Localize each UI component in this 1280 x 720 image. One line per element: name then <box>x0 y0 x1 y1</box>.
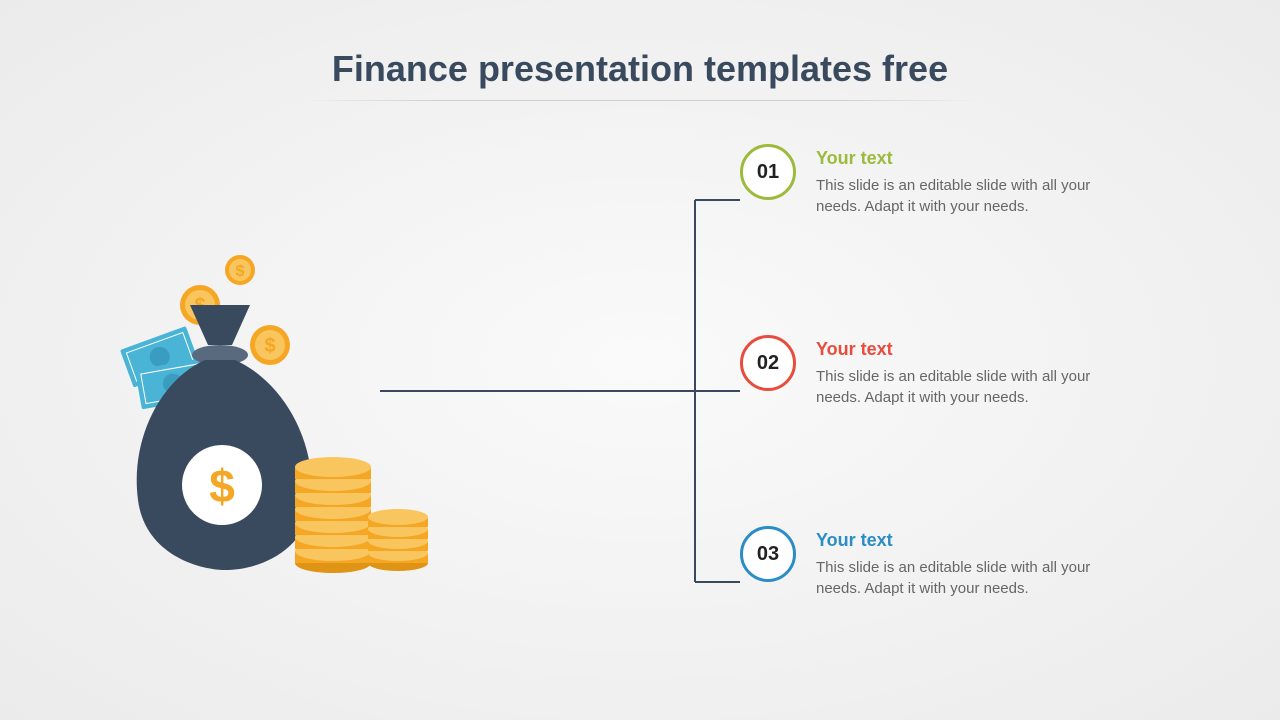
item-heading: Your text <box>816 530 1136 551</box>
item-body: This slide is an editable slide with all… <box>816 175 1136 217</box>
item-heading: Your text <box>816 339 1136 360</box>
list-item-3: 03 Your text This slide is an editable s… <box>740 526 1136 599</box>
item-heading: Your text <box>816 148 1136 169</box>
svg-text:$: $ <box>236 263 245 280</box>
svg-text:$: $ <box>264 335 275 357</box>
coin-stack-icon <box>368 509 428 571</box>
item-text: Your text This slide is an editable slid… <box>816 144 1136 217</box>
number-circle: 01 <box>740 144 796 200</box>
coin-icon: $ <box>250 325 290 365</box>
number-circle: 03 <box>740 526 796 582</box>
item-body: This slide is an editable slide with all… <box>816 366 1136 408</box>
title-underline <box>300 100 980 101</box>
item-text: Your text This slide is an editable slid… <box>816 335 1136 408</box>
item-text: Your text This slide is an editable slid… <box>816 526 1136 599</box>
page-title: Finance presentation templates free <box>332 48 948 90</box>
money-bag-illustration: $ $ $ $ <box>110 250 440 590</box>
number-circle: 02 <box>740 335 796 391</box>
svg-text:$: $ <box>209 460 235 512</box>
item-body: This slide is an editable slide with all… <box>816 557 1136 599</box>
coin-stack-icon <box>295 457 371 573</box>
coin-icon: $ <box>225 255 255 285</box>
list-item-2: 02 Your text This slide is an editable s… <box>740 335 1136 408</box>
list-item-1: 01 Your text This slide is an editable s… <box>740 144 1136 217</box>
